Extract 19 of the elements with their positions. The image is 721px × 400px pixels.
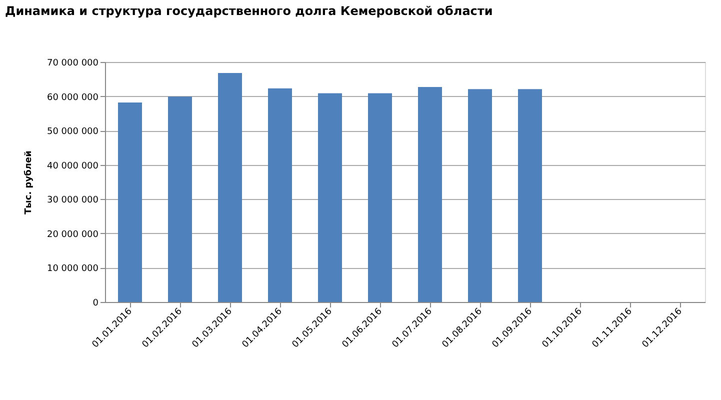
y-tick-label: 40 000 000 [46,161,99,172]
bar [518,89,542,302]
y-tick-label: 30 000 000 [46,196,99,206]
y-tick-label: 60 000 000 [46,92,99,103]
bar [218,72,242,302]
bar [468,89,492,302]
bar [168,96,192,302]
y-axis-title: Тыс. рублей [22,150,34,214]
chart-title: Динамика и структура государственного долга Кемеровской области [5,4,493,18]
y-tick-label: 20 000 000 [46,230,99,240]
y-tick-label: 70 000 000 [46,58,99,68]
bar [368,93,392,302]
y-tick-label: 50 000 000 [46,127,99,138]
bar [418,87,442,302]
bar [118,102,142,302]
y-tick-label: 10 000 000 [46,264,99,274]
bar [268,88,292,302]
y-tick-label: 0 [92,298,99,308]
bar [318,93,342,302]
